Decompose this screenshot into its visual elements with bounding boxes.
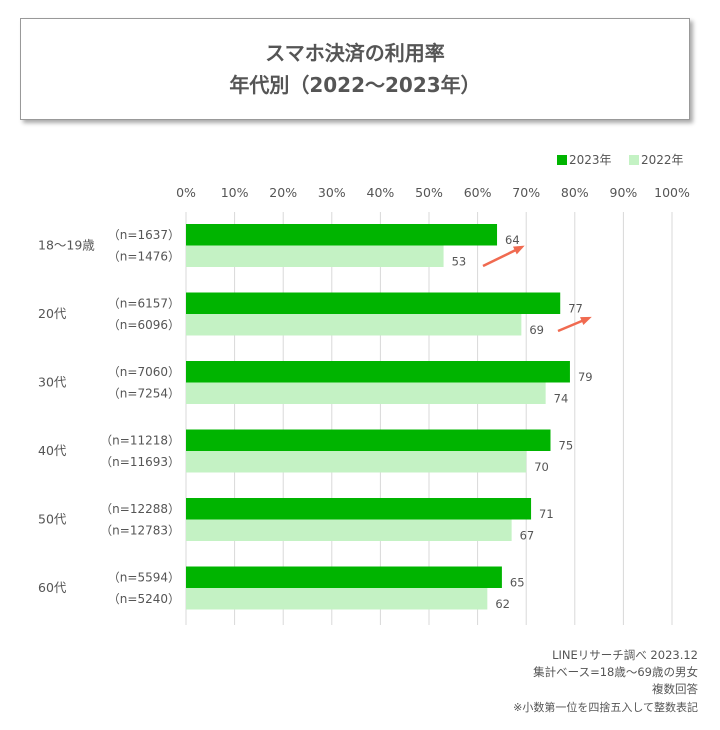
legend-swatch-2022 xyxy=(629,154,639,165)
bar-2022 xyxy=(186,382,546,404)
sample-size-label: （n=11693） xyxy=(100,455,180,469)
title-box: スマホ決済の利用率 年代別（2022〜2023年） xyxy=(20,18,690,120)
legend-label-2022: 2022年 xyxy=(641,153,684,167)
x-tick-label: 30% xyxy=(318,185,346,200)
category-label: 50代 xyxy=(38,512,67,527)
x-tick-label: 100% xyxy=(654,185,690,200)
x-tick-label: 40% xyxy=(367,185,395,200)
sample-size-label: （n=11218） xyxy=(100,433,180,447)
data-label: 70 xyxy=(534,460,549,474)
sample-size-label: （n=7254） xyxy=(108,386,180,400)
data-label: 75 xyxy=(559,438,574,452)
bar-2022 xyxy=(186,588,488,610)
bar-2023 xyxy=(186,224,498,246)
bar-2023 xyxy=(186,429,551,451)
note-source: LINEリサーチ調べ 2023.12 xyxy=(552,648,698,662)
data-label: 62 xyxy=(495,597,510,611)
category-label: 20代 xyxy=(38,306,67,321)
bar-2023 xyxy=(186,498,532,520)
legend-swatch-2023 xyxy=(557,154,567,165)
bar-2023 xyxy=(186,566,502,588)
sample-size-label: （n=1637） xyxy=(108,228,180,242)
legend-item-2023: 2023年 xyxy=(557,151,612,168)
data-label: 53 xyxy=(452,254,467,268)
increase-arrow-head xyxy=(580,316,592,326)
x-tick-label: 0% xyxy=(176,185,196,200)
x-tick-label: 80% xyxy=(561,185,589,200)
bar-2023 xyxy=(186,361,570,383)
x-tick-label: 20% xyxy=(269,185,297,200)
category-label: 30代 xyxy=(38,375,67,390)
note-rounding: ※小数第一位を四捨五入して整数表記 xyxy=(513,701,698,714)
bar-2022 xyxy=(186,314,522,336)
sample-size-label: （n=6157） xyxy=(108,296,180,310)
x-tick-label: 10% xyxy=(221,185,249,200)
sample-size-label: （n=6096） xyxy=(108,318,180,332)
data-label: 65 xyxy=(510,575,525,589)
data-label: 79 xyxy=(578,370,593,384)
x-tick-label: 50% xyxy=(415,185,443,200)
sample-size-label: （n=5240） xyxy=(108,592,180,606)
x-tick-label: 60% xyxy=(464,185,492,200)
category-label: 40代 xyxy=(38,443,67,458)
note-multiple: 複数回答 xyxy=(652,682,698,696)
sample-size-label: （n=7060） xyxy=(108,365,180,379)
data-label: 74 xyxy=(554,391,569,405)
data-label: 71 xyxy=(539,507,554,521)
bar-2022 xyxy=(186,451,527,473)
legend-item-2022: 2022年 xyxy=(629,151,684,168)
bar-2022 xyxy=(186,245,444,267)
bar-2023 xyxy=(186,292,561,314)
x-tick-label: 70% xyxy=(512,185,540,200)
note-base: 集計ベース=18歳〜69歳の男女 xyxy=(533,665,698,679)
chart-title: スマホ決済の利用率 xyxy=(265,41,445,65)
chart-subtitle: 年代別（2022〜2023年） xyxy=(229,73,481,97)
bar-2022 xyxy=(186,519,512,541)
data-label: 67 xyxy=(520,528,535,542)
legend-label-2023: 2023年 xyxy=(569,153,612,167)
data-label: 77 xyxy=(568,301,583,315)
category-label: 18〜19歳 xyxy=(38,238,95,253)
sample-size-label: （n=12783） xyxy=(100,523,180,537)
sample-size-label: （n=12288） xyxy=(100,502,180,516)
category-label: 60代 xyxy=(38,580,67,595)
sample-size-label: （n=5594） xyxy=(108,570,180,584)
sample-size-label: （n=1476） xyxy=(108,249,180,263)
data-label: 64 xyxy=(505,233,520,247)
increase-arrow-head xyxy=(513,245,525,255)
data-label: 69 xyxy=(529,323,544,337)
x-tick-label: 90% xyxy=(610,185,638,200)
